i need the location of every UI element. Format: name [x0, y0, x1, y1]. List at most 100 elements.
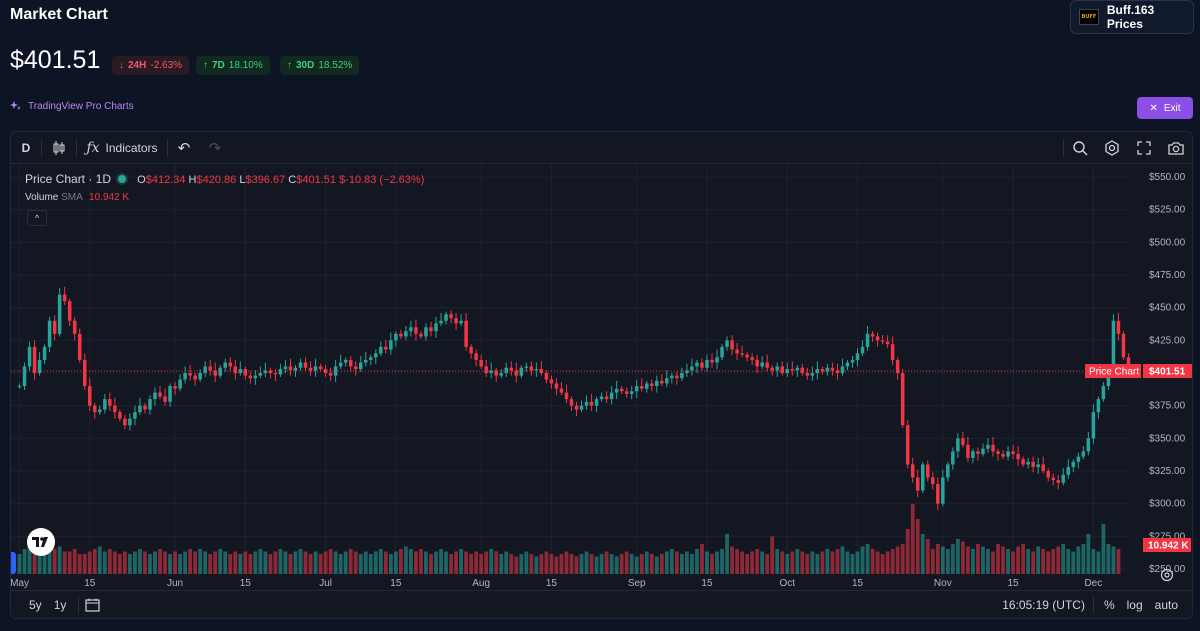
volume-bar — [1056, 546, 1061, 574]
close-label: C — [288, 174, 297, 186]
candle-body — [32, 346, 37, 373]
candle-body — [780, 366, 785, 373]
volume-bar — [87, 551, 92, 574]
volume-bar — [705, 551, 709, 574]
percent-toggle[interactable]: % — [1103, 598, 1115, 612]
volume-bar — [22, 549, 27, 574]
quick-search-button[interactable] — [1064, 132, 1096, 163]
candle-body — [228, 362, 233, 367]
range-5y-button[interactable]: 5y — [29, 598, 42, 612]
volume-bar — [1051, 549, 1056, 574]
volume-bar — [795, 549, 800, 574]
candle-body — [223, 362, 228, 368]
date-range-button[interactable] — [85, 598, 101, 612]
chart-settings-button[interactable] — [1160, 568, 1176, 584]
toolbar-divider — [41, 138, 42, 157]
candle-body — [855, 353, 860, 360]
candle-body — [128, 418, 132, 426]
left-panel-handle[interactable] — [11, 552, 16, 574]
buff-prices-button[interactable]: BUFF Buff.163 Prices — [1070, 0, 1194, 34]
volume-bar — [755, 549, 760, 574]
candle-body — [464, 320, 468, 347]
candle-body — [760, 362, 764, 367]
volume-bar — [971, 549, 975, 574]
candle-body — [374, 353, 378, 358]
y-tick-label: $300.00 — [1149, 499, 1186, 510]
candle-body — [108, 399, 112, 406]
volume-bar — [333, 551, 338, 574]
tradingview-pro-link[interactable]: TradingView Pro Charts — [10, 100, 134, 112]
volume-bar — [348, 549, 353, 574]
exit-button[interactable]: ✕ Exit — [1137, 97, 1193, 119]
volume-bar — [720, 549, 724, 574]
volume-bar — [785, 554, 790, 574]
fullscreen-button[interactable] — [1128, 132, 1160, 163]
interval-selector[interactable]: D — [21, 140, 31, 155]
volume-bar — [679, 554, 684, 574]
volume-bar — [735, 549, 739, 574]
candle-body — [825, 367, 830, 372]
volume-bar — [840, 546, 845, 574]
volume-bar — [559, 554, 564, 574]
candle-body — [875, 336, 880, 341]
volume-tag: 10.942 K — [1143, 538, 1191, 552]
candle-body — [870, 333, 875, 337]
volume-bar — [479, 554, 484, 574]
candle-body — [409, 327, 413, 332]
settings-button[interactable] — [1096, 132, 1128, 163]
volume-bar — [283, 551, 288, 574]
candle-body — [1091, 412, 1096, 439]
volume-bar — [950, 544, 955, 574]
candle-body — [900, 373, 905, 426]
x-tick-label: Jun — [167, 578, 183, 589]
indicators-button[interactable]: ƒx Indicators — [77, 132, 167, 163]
candle-body — [981, 448, 985, 454]
log-toggle[interactable]: log — [1126, 598, 1143, 612]
range-1y-button[interactable]: 1y — [53, 598, 67, 612]
candle-style-button[interactable] — [42, 132, 76, 163]
volume-bar — [213, 551, 218, 574]
candle-body — [93, 405, 97, 413]
chart-area[interactable]: $250.00 $275.00 $300.00 $325.00 $350.00 $375.… — [11, 164, 1192, 595]
x-tick-label: Nov — [934, 578, 952, 589]
volume-bar — [454, 551, 458, 574]
candle-body — [690, 366, 694, 371]
candle-body — [885, 341, 890, 345]
clock-display[interactable]: 16:05:19 (UTC) — [1002, 598, 1085, 612]
volume-bar — [966, 546, 970, 574]
legend-title: Price Chart · 1D — [25, 172, 112, 186]
volume-bar — [1011, 551, 1015, 574]
status-dot-icon — [118, 175, 127, 183]
x-axis: May 15 Jun 15 Jul 15 Aug 15 Sep 15 Oct 15 Nov 15 Dec — [11, 578, 1102, 589]
screenshot-button[interactable] — [1160, 132, 1192, 163]
volume-bar — [1116, 549, 1121, 574]
price-chart-svg[interactable]: $250.00$275.00$300.00$325.00$350.00$375.… — [11, 164, 1192, 590]
volume-bar — [820, 551, 825, 574]
volume-bar — [107, 549, 112, 574]
chart-toolbar: D ƒx Indicators ↶ ↷ — [11, 132, 1192, 164]
volume-bar — [368, 554, 373, 574]
candle-body — [243, 369, 248, 376]
candle-body — [880, 340, 885, 342]
volume-bar — [885, 551, 890, 574]
volume-bar — [388, 554, 393, 574]
candle-body — [1066, 467, 1071, 475]
volume-bar — [986, 549, 990, 574]
undo-button[interactable]: ↶ — [168, 132, 200, 163]
volume-bar — [37, 546, 42, 574]
volume-bar — [1086, 534, 1091, 574]
volume-bar — [594, 556, 599, 574]
candle-body — [77, 333, 82, 360]
auto-toggle[interactable]: auto — [1154, 598, 1178, 612]
toolbar-divider — [76, 138, 77, 157]
volume-bar — [865, 544, 870, 574]
candle-body — [554, 383, 559, 389]
collapse-legend-button[interactable]: ^ — [27, 210, 47, 226]
volume-bar — [293, 551, 298, 574]
tradingview-logo-icon[interactable] — [27, 528, 55, 556]
volume-tag-label: 10.942 K — [1148, 541, 1189, 552]
volume-bar — [925, 539, 930, 574]
volume-bar — [168, 554, 172, 574]
candle-body — [103, 399, 107, 410]
redo-button[interactable]: ↷ — [200, 132, 230, 163]
